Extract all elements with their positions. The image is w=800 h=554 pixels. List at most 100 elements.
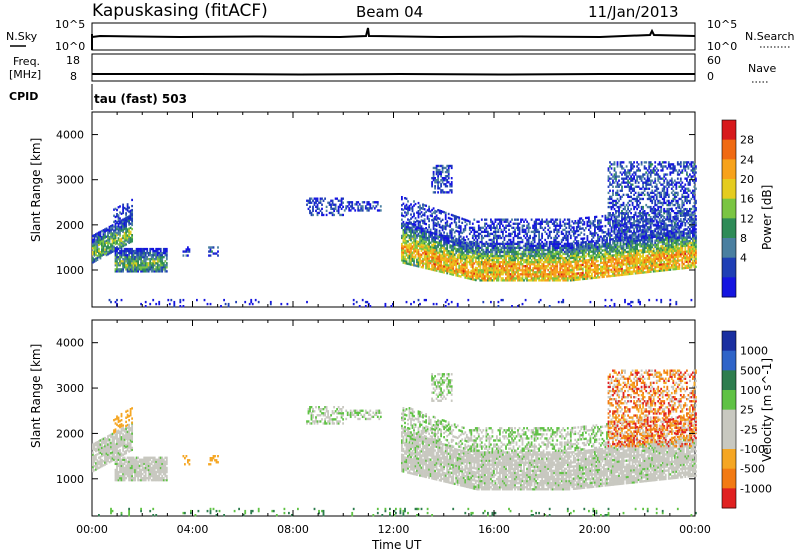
echo-cell [547,220,550,223]
echo-cell [610,254,613,257]
echo-cell [422,260,424,263]
echo-cell [630,238,633,241]
echo-cell [309,201,311,204]
echo-cell [461,217,464,220]
echo-cell [129,256,132,259]
echo-cell [533,267,536,270]
echo-cell [548,271,551,274]
echo-cell [408,258,411,262]
echo-cell [465,262,468,265]
echo-cell [494,267,497,270]
echo-cell [471,236,474,240]
echo-cell [209,246,212,249]
echo-cell [609,165,611,168]
echo-cell [554,242,557,246]
echo-cell [126,209,129,212]
echo-cell [488,258,491,262]
echo-cell [496,226,498,230]
echo-cell [541,252,544,256]
freq-tick-bottom: 8 [70,70,77,83]
echo-cell [449,272,452,276]
echo-cell [126,247,129,251]
echo-cell [529,279,532,282]
echo-cell [449,258,452,261]
echo-cell [594,232,596,235]
echo-cell [467,275,470,278]
echo-cell [158,251,161,255]
echo-cell [131,204,134,208]
echo-cell [434,242,437,246]
echo-cell [609,195,611,199]
echo-cell [625,242,628,246]
echo-cell [497,300,500,304]
echo-cell [556,265,559,268]
echo-cell [461,245,464,248]
echo-cell [536,222,539,225]
echo-cell [366,201,369,204]
echo-cell [490,220,492,223]
echo-cell [615,249,617,253]
echo-cell [574,274,577,277]
echo-cell [560,250,563,254]
echo-cell [535,228,538,232]
echo-cell [443,261,446,264]
echo-cell [586,237,589,240]
echo-cell [588,261,590,264]
echo-cell [499,226,501,230]
echo-cell [505,269,507,272]
echo-cell [607,244,610,248]
echo-cell [621,173,623,176]
echo-cell [126,234,129,237]
echo-cell [468,222,471,225]
echo-cell [630,163,633,166]
echo-cell [618,222,620,225]
echo-cell [636,261,639,265]
echo-cell [639,215,642,218]
echo-cell [477,242,480,246]
echo-cell [500,279,503,282]
echo-cell [438,225,441,229]
echo-cell [610,238,613,241]
echo-cell [491,265,494,268]
echo-cell [639,221,642,224]
echo-cell [527,275,530,278]
echo-cell [484,261,486,264]
echo-cell [539,224,542,227]
echo-cell [444,243,447,246]
echo-cell [410,213,412,216]
echo-cell [606,250,608,254]
echo-cell [477,271,480,274]
echo-cell [503,258,506,262]
echo-cell [578,233,581,237]
echo-cell [413,231,415,234]
echo-cell [505,246,507,250]
echo-cell [535,250,538,254]
echo-cell [606,269,608,272]
echo-cell [146,270,149,273]
echo-cell [621,261,623,264]
echo-cell [624,181,626,184]
echo-cell [455,225,458,228]
echo-cell [527,271,530,274]
echo-cell [621,271,623,274]
echo-cell [339,205,342,209]
echo-cell [554,238,557,242]
echo-cell [440,170,443,174]
echo-cell [361,201,364,204]
echo-cell [639,263,642,266]
echo-cell [539,275,542,278]
echo-cell [609,244,611,247]
echo-cell [108,248,111,251]
echo-cell [551,218,554,221]
echo-cell [286,302,289,306]
echo-cell [628,210,631,213]
echo-cell [624,263,626,266]
echo-cell [634,249,637,253]
echo-cell [404,239,406,242]
echo-cell [473,244,476,247]
echo-cell [557,242,560,246]
echo-cell [419,237,421,240]
echo-cell [480,238,483,242]
echo-cell [527,224,530,227]
echo-cell [426,261,429,264]
